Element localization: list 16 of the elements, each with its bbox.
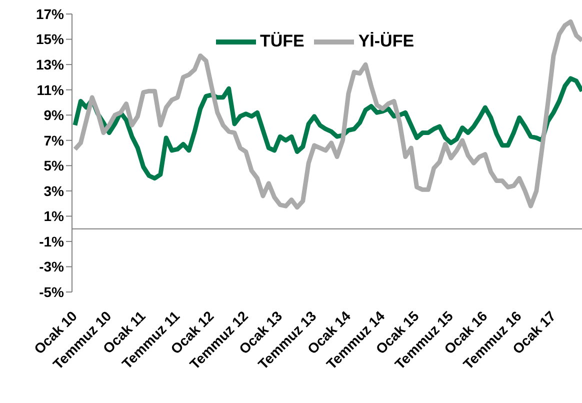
y-tick-label: 11% [36,82,65,98]
y-tick-label: 3% [44,182,65,199]
y-tick-label: 1% [44,208,65,224]
legend-label: TÜFE [260,31,304,50]
y-tick-label: 9% [44,107,65,124]
y-tick-label: -3% [39,258,65,275]
y-tick-label: -5% [39,284,65,300]
line-series [72,76,582,181]
y-tick-label: 5% [44,158,65,174]
y-tick-label: 7% [44,132,65,148]
y-tick-label: -1% [39,233,65,250]
legend-label: Yİ-ÜFE [358,31,414,50]
line-series [72,19,582,210]
y-tick-label: 15% [36,31,65,48]
y-tick-label: 13% [36,56,65,73]
y-tick-label: 17% [36,6,65,22]
